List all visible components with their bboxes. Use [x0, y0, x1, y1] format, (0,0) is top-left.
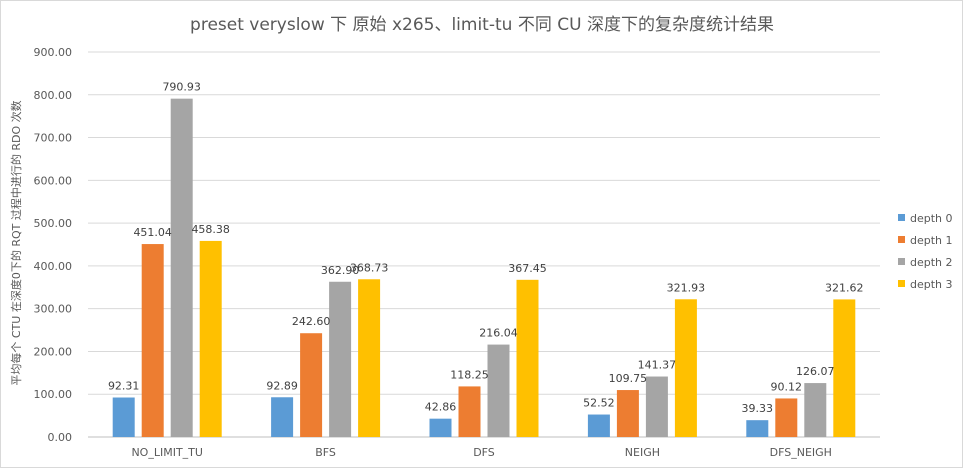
data-label: 141.37	[638, 359, 677, 372]
data-label: 451.04	[133, 226, 172, 239]
data-label: 39.33	[742, 402, 774, 415]
data-label: 109.75	[609, 372, 648, 385]
chart-title: preset veryslow 下 原始 x265、limit-tu 不同 CU…	[190, 15, 774, 35]
y-tick-label: 700.00	[34, 132, 73, 145]
bar-depth-2-no_limit_tu	[170, 98, 193, 438]
legend-item: depth 3	[898, 278, 953, 291]
bars	[112, 98, 856, 438]
bar-depth-0-bfs	[271, 397, 294, 437]
data-label: 92.31	[108, 380, 140, 393]
legend-swatch	[898, 280, 905, 287]
x-tick-label: NO_LIMIT_TU	[131, 446, 202, 459]
y-tick-label: 800.00	[34, 89, 73, 102]
x-tick-label: BFS	[315, 446, 336, 459]
bar-depth-0-no_limit_tu	[112, 397, 135, 437]
y-axis-ticks: 0.00 100.00 200.00 300.00 400.00 500.00 600.00…	[34, 46, 73, 444]
legend-swatch	[898, 236, 905, 243]
x-tick-label: DFS	[473, 446, 495, 459]
data-label: 321.93	[667, 281, 706, 294]
data-label: 126.07	[796, 365, 835, 378]
data-label: 368.73	[350, 261, 389, 274]
data-label: 458.38	[191, 223, 230, 236]
legend-swatch	[898, 214, 905, 221]
y-tick-label: 500.00	[34, 217, 73, 230]
bar-depth-2-dfs	[487, 344, 510, 437]
data-label: 52.52	[583, 397, 615, 410]
data-label: 118.25	[450, 368, 489, 381]
legend-label: depth 2	[910, 256, 953, 269]
y-tick-label: 400.00	[34, 260, 73, 273]
bar-depth-1-neigh	[616, 390, 639, 437]
data-label: 362.90	[321, 264, 360, 277]
data-label: 790.93	[162, 81, 201, 94]
y-tick-label: 0.00	[48, 431, 73, 444]
bar-depth-0-dfs_neigh	[746, 420, 769, 437]
data-label: 367.45	[508, 262, 547, 275]
legend-item: depth 2	[898, 256, 953, 269]
bar-depth-0-neigh	[587, 414, 610, 437]
y-tick-label: 200.00	[34, 345, 73, 358]
bar-depth-0-dfs	[429, 418, 452, 437]
bar-depth-2-dfs_neigh	[804, 383, 827, 437]
legend-item: depth 1	[898, 234, 953, 247]
data-label: 321.62	[825, 281, 864, 294]
y-tick-label: 600.00	[34, 174, 73, 187]
y-tick-label: 900.00	[34, 46, 73, 59]
bar-depth-1-dfs_neigh	[775, 398, 798, 437]
legend-item: depth 0	[898, 212, 953, 225]
legend-swatch	[898, 258, 905, 265]
bar-depth-3-dfs	[516, 279, 539, 437]
bar-depth-1-dfs	[458, 386, 481, 437]
bar-depth-3-neigh	[674, 299, 697, 437]
legend-label: depth 3	[910, 278, 953, 291]
data-label: 92.89	[266, 379, 298, 392]
x-tick-label: NEIGH	[625, 446, 660, 459]
legend-label: depth 0	[910, 212, 953, 225]
bar-depth-2-neigh	[645, 376, 668, 437]
bar-depth-3-dfs_neigh	[833, 299, 856, 437]
y-tick-label: 300.00	[34, 303, 73, 316]
bar-depth-3-no_limit_tu	[199, 240, 222, 437]
data-label: 42.86	[425, 401, 457, 414]
x-tick-label: DFS_NEIGH	[770, 446, 832, 459]
bar-depth-2-bfs	[329, 281, 352, 437]
legend: depth 0 depth 1 depth 2 depth 3	[898, 212, 953, 291]
y-axis-title: 平均每个 CTU 在深度0下的 RQT 过程中进行的 RDO 次数	[9, 100, 23, 385]
data-label: 242.60	[292, 315, 331, 328]
data-label: 216.04	[479, 327, 518, 340]
bar-depth-3-bfs	[358, 279, 381, 437]
bar-depth-1-no_limit_tu	[141, 244, 164, 437]
data-label: 90.12	[771, 380, 803, 393]
y-tick-label: 100.00	[34, 388, 73, 401]
bar-depth-1-bfs	[300, 333, 323, 437]
x-axis-ticks: NO_LIMIT_TU BFS DFS NEIGH DFS_NEIGH	[131, 446, 831, 459]
data-labels: 92.31 451.04 790.93 458.38 92.89 242.60 362.90…	[108, 81, 864, 416]
legend-label: depth 1	[910, 234, 953, 247]
